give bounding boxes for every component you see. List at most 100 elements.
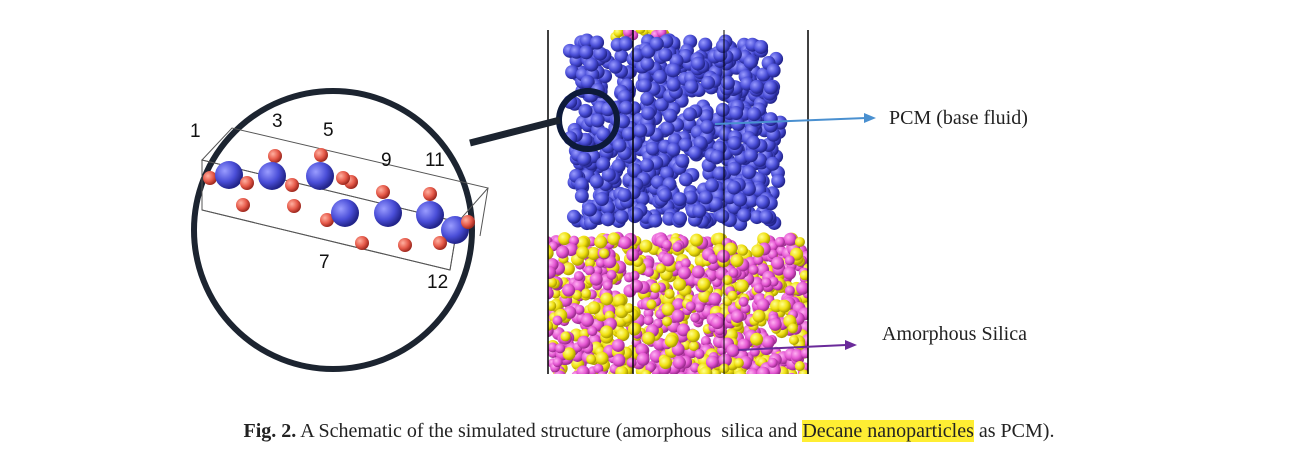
atom <box>688 145 703 160</box>
atom <box>633 123 648 138</box>
hydrogen-atom <box>355 236 369 250</box>
atom <box>645 141 660 156</box>
atom <box>618 37 633 52</box>
zoom-connector <box>469 116 561 147</box>
hydrogen-atom <box>268 149 282 163</box>
atom <box>576 246 590 260</box>
atom <box>752 309 766 323</box>
atom <box>730 254 744 268</box>
atom <box>755 195 770 210</box>
atom <box>678 137 693 152</box>
atom <box>589 174 604 189</box>
atom <box>747 107 762 122</box>
atom <box>555 343 566 354</box>
atom <box>611 338 625 352</box>
atom <box>690 233 704 247</box>
atom <box>630 279 644 293</box>
atom <box>787 323 798 334</box>
atom <box>653 337 667 351</box>
atom <box>788 372 795 374</box>
atom <box>715 38 730 53</box>
atom <box>548 342 558 353</box>
atom <box>697 277 711 291</box>
atom <box>593 46 608 61</box>
atom <box>659 356 673 370</box>
atom <box>767 357 778 368</box>
atom <box>678 172 693 187</box>
atom <box>596 156 611 171</box>
atom <box>582 202 597 217</box>
atom <box>577 151 592 166</box>
atom <box>574 177 589 192</box>
hydrogen-atom <box>433 236 447 250</box>
atom <box>673 211 688 226</box>
atom <box>584 57 599 72</box>
atom <box>727 136 742 151</box>
carbon-atom <box>306 162 334 190</box>
hydrogen-atom <box>320 213 334 227</box>
atom <box>783 232 797 246</box>
atom <box>728 267 739 278</box>
atom <box>584 265 595 276</box>
atom <box>796 281 808 295</box>
atom <box>548 246 554 260</box>
atom <box>790 349 804 363</box>
atom <box>661 302 675 316</box>
atom <box>735 279 749 293</box>
hydrogen-atom <box>240 176 254 190</box>
atom <box>712 166 727 181</box>
atom <box>734 369 747 374</box>
atom <box>629 270 640 281</box>
atom <box>589 272 603 286</box>
atom <box>661 253 675 267</box>
atom <box>743 148 758 163</box>
atom <box>629 207 644 222</box>
atom <box>688 341 699 352</box>
carbon-atom <box>331 199 359 227</box>
atom <box>672 192 687 207</box>
atom <box>727 290 738 301</box>
atom <box>573 271 584 282</box>
atom <box>587 301 601 315</box>
atom <box>640 158 655 173</box>
atom <box>710 316 724 330</box>
atom <box>767 249 778 260</box>
caption-label: Fig. 2. <box>243 420 297 442</box>
atom <box>677 371 686 374</box>
atom <box>766 63 781 78</box>
carbon-atom <box>258 162 286 190</box>
atom <box>678 266 692 280</box>
atom <box>783 266 797 280</box>
atom <box>576 365 590 374</box>
atom <box>623 303 634 314</box>
atom <box>750 332 764 346</box>
atom <box>799 270 808 281</box>
atom <box>558 232 572 246</box>
atom <box>743 55 758 70</box>
atom <box>675 153 690 168</box>
atom <box>653 69 668 84</box>
atom <box>556 245 570 259</box>
atom <box>612 294 626 308</box>
atom <box>727 180 742 195</box>
atom <box>788 335 799 346</box>
atom <box>737 245 748 256</box>
atom <box>690 312 701 323</box>
atom <box>594 235 608 249</box>
hydrogen-atom <box>287 199 301 213</box>
atom <box>548 265 557 279</box>
atom <box>639 239 653 253</box>
hydrogen-atom <box>203 171 217 185</box>
atom <box>654 97 669 112</box>
atom <box>663 108 678 123</box>
atom <box>606 269 617 280</box>
atom-label: 3 <box>272 111 283 132</box>
caption-text: as PCM). <box>973 420 1055 442</box>
atom <box>661 239 672 250</box>
atom <box>738 296 749 307</box>
atom <box>701 75 716 90</box>
atom <box>694 348 705 359</box>
atom <box>715 102 730 117</box>
atom <box>704 178 719 193</box>
hydrogen-atom <box>314 148 328 162</box>
